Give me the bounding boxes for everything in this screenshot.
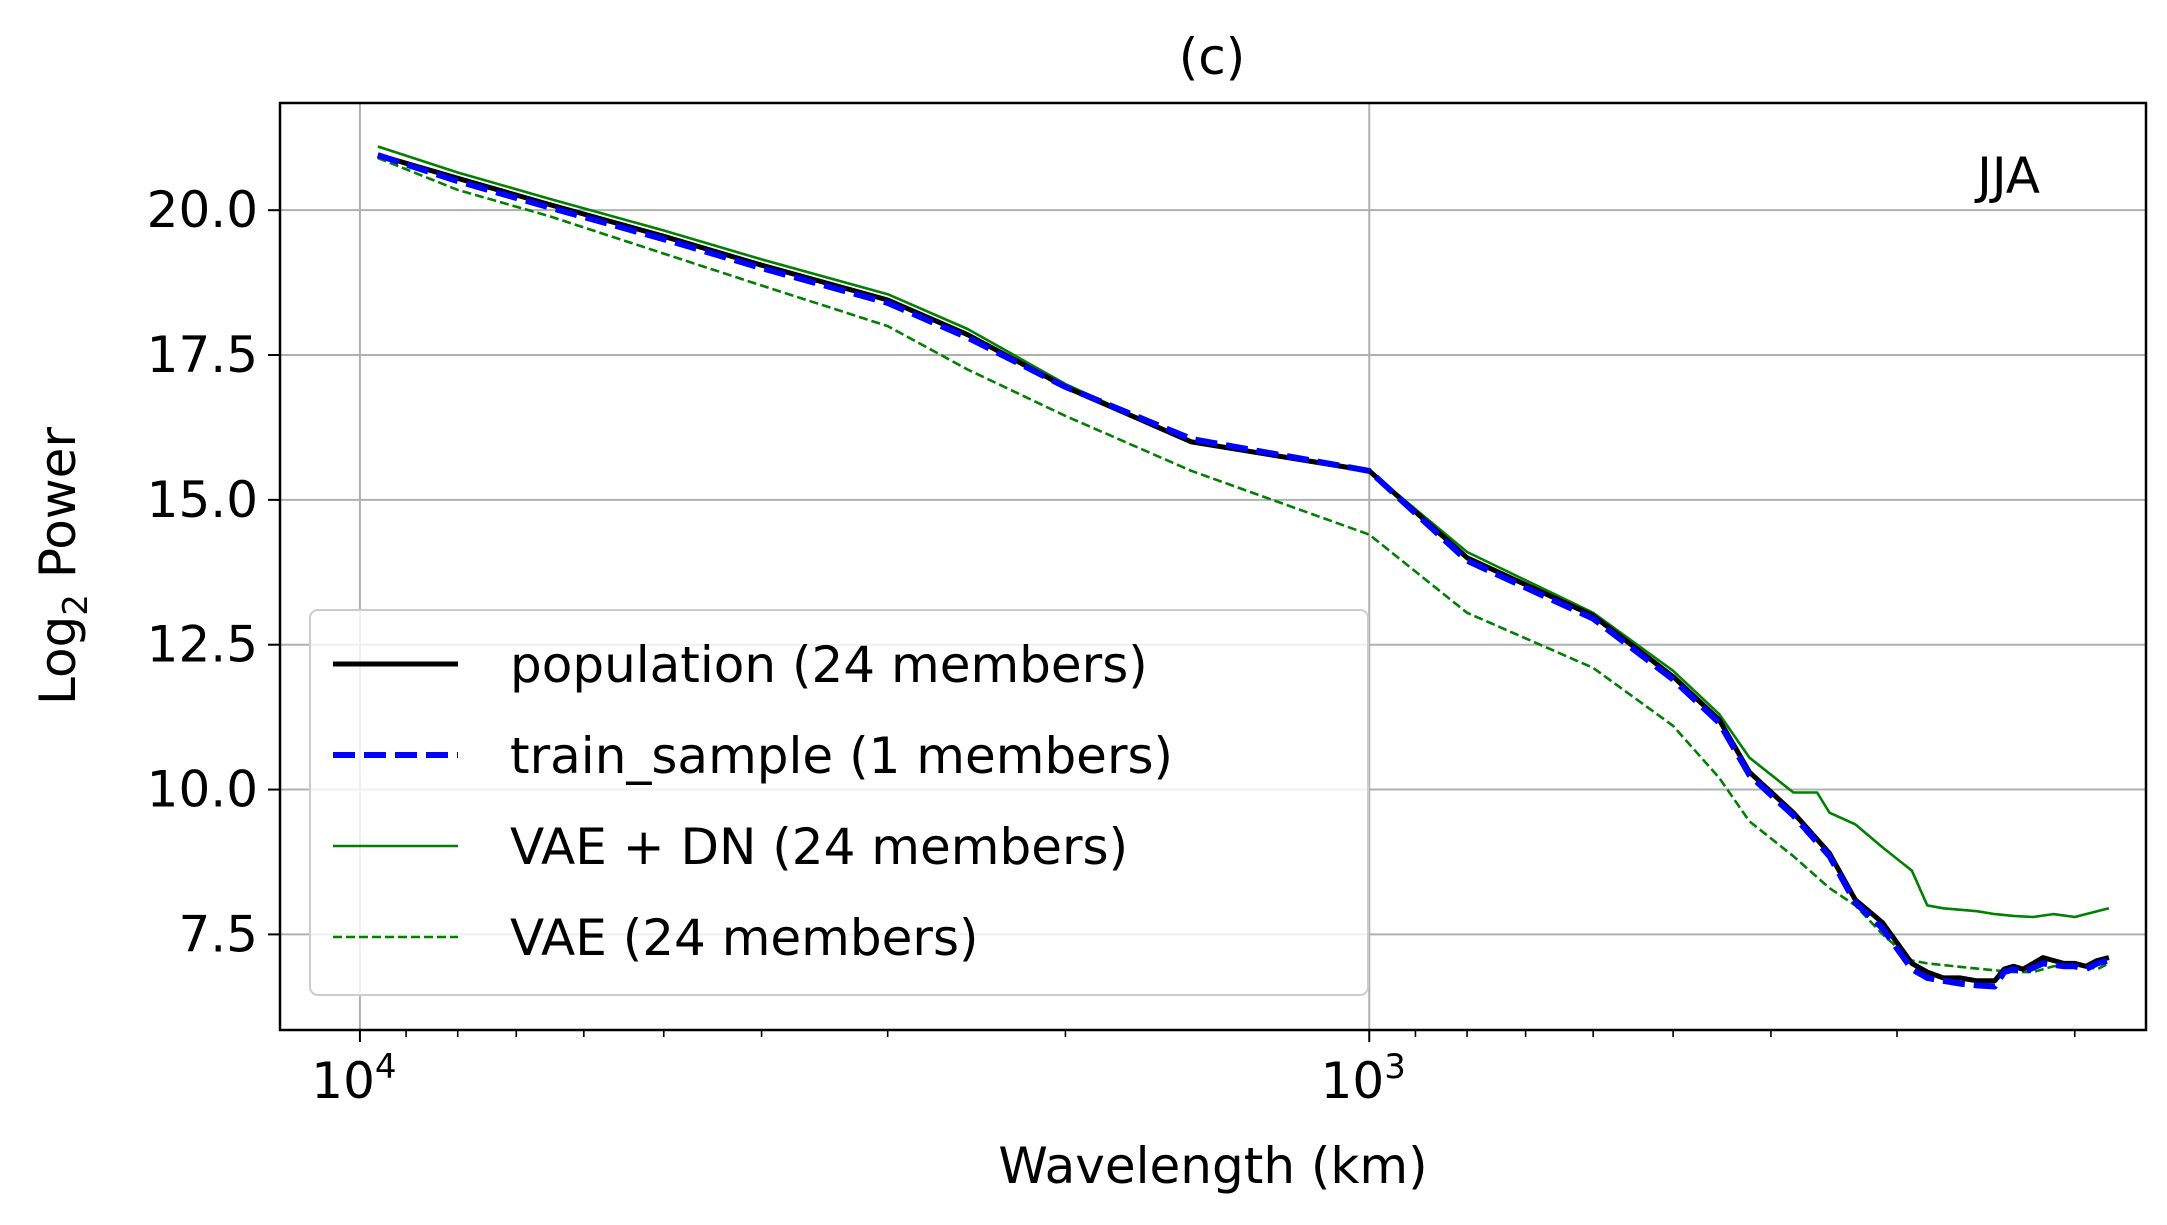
- series-line-2: [377, 145, 2110, 919]
- y-tick-label: 17.5: [147, 326, 258, 384]
- x-tick-base: 10: [311, 1052, 375, 1110]
- x-tick-exponent: 3: [1384, 1047, 1406, 1087]
- y-tick-label: 15.0: [147, 471, 258, 529]
- x-axis-label: Wavelength (km): [998, 1137, 1427, 1195]
- legend: population (24 members) train_sample (1 m…: [309, 609, 1369, 996]
- x-tick-exponent: 4: [375, 1047, 397, 1087]
- legend-label-1: train_sample (1 members): [510, 727, 1173, 785]
- y-axis-ticks: 7.5 10.0 12.5 15.0 17.5 20.0: [147, 181, 280, 963]
- legend-label-0: population (24 members): [510, 636, 1148, 694]
- y-tick-label: 12.5: [147, 616, 258, 674]
- y-axis-label-subscript: 2: [56, 594, 96, 616]
- y-axis-label-suffix: Power: [29, 427, 87, 595]
- annotation-jja: JJA: [1974, 147, 2040, 205]
- x-tick-label: 104: [311, 1047, 396, 1110]
- legend-label-3: VAE (24 members): [510, 909, 979, 967]
- y-tick-label: 20.0: [147, 181, 258, 239]
- series-layer: [376, 145, 2110, 990]
- legend-label-2: VAE + DN (24 members): [510, 818, 1128, 876]
- plot-frame: [278, 101, 2148, 1032]
- y-axis-label: Log2 Power: [29, 427, 96, 705]
- x-axis-ticks: 104 103: [311, 1030, 1406, 1110]
- x-tick-label: 103: [1321, 1047, 1406, 1110]
- y-axis-label-main: Log: [29, 616, 87, 705]
- y-tick-label: 7.5: [178, 905, 258, 963]
- legend-box: [309, 609, 1369, 996]
- x-tick-base: 10: [1321, 1052, 1385, 1110]
- y-tick-label: 10.0: [147, 761, 258, 819]
- series-line-1: [376, 152, 2110, 990]
- chart-title: (c): [1179, 28, 1246, 86]
